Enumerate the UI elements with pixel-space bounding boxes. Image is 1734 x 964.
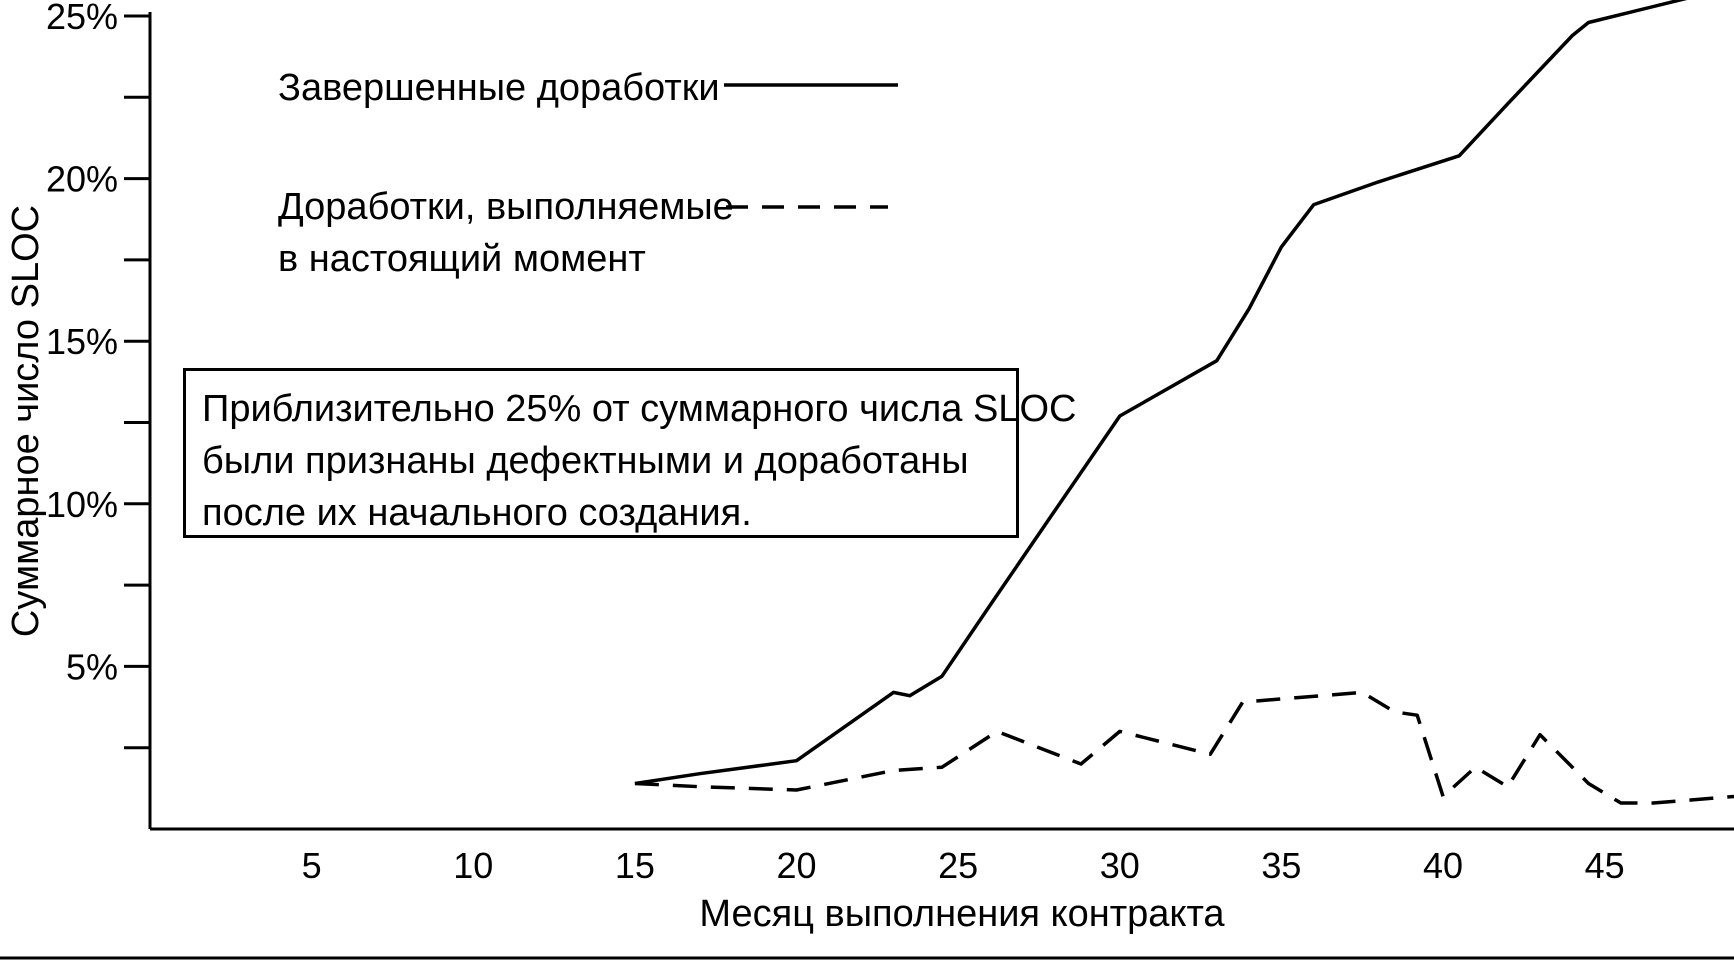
x-tick-label: 45 (1585, 845, 1625, 886)
y-tick-label: 10% (46, 484, 118, 525)
legend-label-in-progress-line1: Доработки, выполняемые (278, 186, 734, 228)
y-tick-label: 25% (46, 0, 118, 37)
legend-label-completed: Завершенные доработки (278, 67, 720, 109)
x-axis-title: Месяц выполнения контракта (699, 893, 1225, 935)
legend: Завершенные доработки Доработки, выполня… (278, 67, 898, 280)
annotation-box: Приблизительно 25% от суммарного числа S… (183, 368, 1077, 538)
x-tick-label: 30 (1100, 845, 1140, 886)
x-tick-label: 10 (453, 845, 493, 886)
y-tick-label: 15% (46, 321, 118, 362)
axes (148, 12, 1734, 831)
annotation-line-2: были признаны дефектными и доработаны (202, 440, 969, 482)
annotation-line-3: после их начального создания. (202, 492, 752, 534)
series-line-completed (634, 0, 1688, 786)
x-tick-label: 20 (777, 845, 817, 886)
x-tick-label: 15 (615, 845, 655, 886)
annotation-line-1: Приблизительно 25% от суммарного числа S… (202, 388, 1077, 430)
x-tick-label: 40 (1423, 845, 1463, 886)
y-axis-title: Суммарное число SLOC (5, 205, 47, 637)
series-line-in-progress (634, 690, 1734, 805)
series-layer (634, 0, 1734, 805)
y-tick-label: 20% (46, 159, 118, 200)
x-tick-label: 35 (1261, 845, 1301, 886)
x-tick-label: 5 (302, 845, 322, 886)
y-tick-label: 5% (66, 646, 118, 687)
x-tick-label: 25 (938, 845, 978, 886)
ticks: 5% 10% 15% 20% 25% 5 10 15 20 25 30 35 40 45 (46, 0, 1625, 886)
legend-label-in-progress-line2: в настоящий момент (278, 238, 646, 280)
